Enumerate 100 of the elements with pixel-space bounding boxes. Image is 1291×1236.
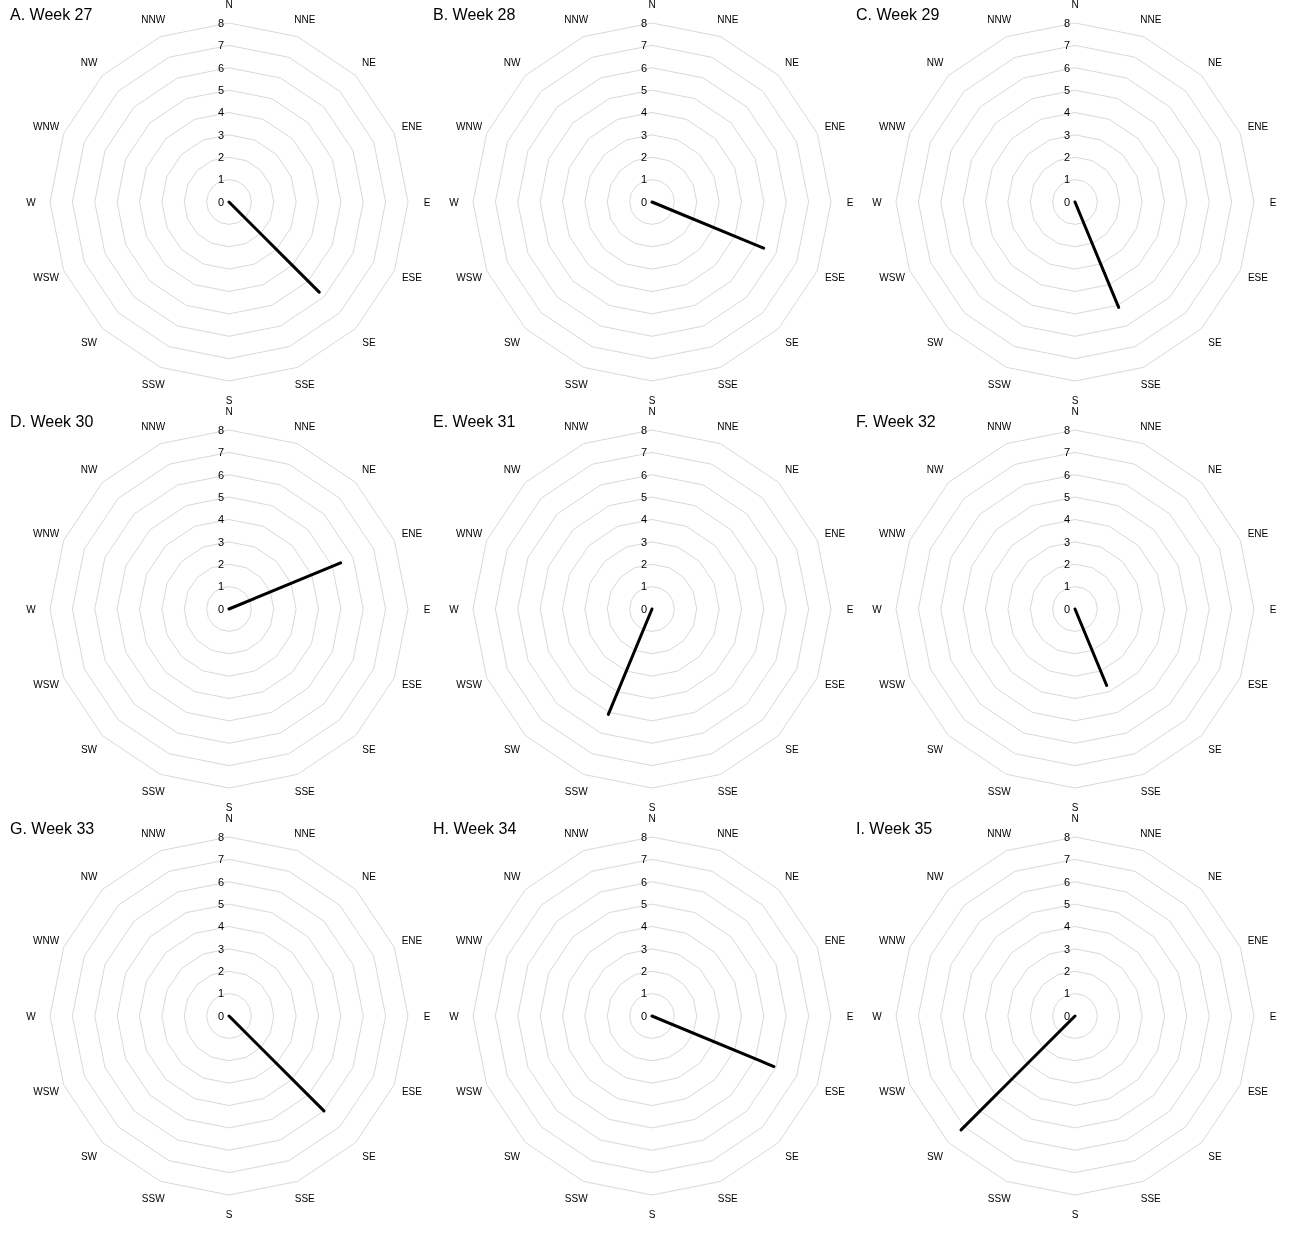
spoke-label: ENE	[824, 934, 846, 946]
y-tick-label: 3	[1063, 942, 1070, 955]
spoke-label: E	[1269, 603, 1277, 615]
spoke-label: E	[423, 196, 431, 208]
spoke-label: S	[225, 1208, 233, 1220]
y-tick-label: 2	[217, 558, 224, 571]
y-tick-label: 6	[217, 468, 224, 481]
spoke-label: SSE	[717, 1193, 739, 1205]
chart-title: F. Week 32	[856, 413, 936, 430]
spoke-label: SW	[503, 336, 521, 348]
spoke-label: SE	[785, 336, 800, 348]
spoke-label: N	[648, 0, 656, 10]
spoke-label: W	[449, 603, 460, 615]
y-tick-label: 1	[640, 173, 647, 186]
spoke-label: SW	[503, 743, 521, 755]
spoke-label: NW	[926, 463, 944, 475]
y-tick-label: 1	[1063, 580, 1070, 593]
spoke-label: S	[1071, 801, 1079, 813]
spoke-label: WNW	[33, 527, 60, 539]
spoke-label: WSW	[33, 679, 60, 691]
spoke-label: SSW	[564, 786, 589, 798]
spoke-label: WNW	[33, 120, 60, 132]
y-tick-label: 2	[217, 151, 224, 164]
spoke-label: SSE	[1140, 786, 1162, 798]
y-tick-label: 0	[1063, 1009, 1070, 1022]
y-tick-label: 4	[640, 106, 647, 119]
spoke-label: NW	[80, 463, 98, 475]
spoke-label: NNE	[294, 827, 316, 839]
spoke-label: E	[1269, 1010, 1277, 1022]
y-tick-label: 7	[217, 39, 224, 52]
spoke-label: NE	[362, 463, 377, 475]
y-tick-label: 8	[640, 16, 647, 29]
y-tick-label: 4	[1063, 920, 1070, 933]
spoke-label: WNW	[456, 120, 483, 132]
spoke-label: NW	[503, 56, 521, 68]
spoke-label: E	[846, 1010, 854, 1022]
y-tick-label: 2	[640, 965, 647, 978]
spoke-label: SE	[1208, 336, 1223, 348]
spoke-label: SW	[926, 743, 944, 755]
spoke-label: NE	[362, 56, 377, 68]
y-tick-label: 3	[640, 128, 647, 141]
spoke-label: ENE	[1247, 527, 1269, 539]
spoke-label: NE	[362, 870, 377, 882]
chart-title: B. Week 28	[433, 6, 516, 23]
y-tick-label: 5	[1063, 490, 1070, 503]
spoke-label: N	[648, 405, 656, 417]
spoke-label: W	[26, 1010, 37, 1022]
spoke-label: ESE	[824, 272, 846, 284]
spoke-label: SW	[503, 1150, 521, 1162]
chart-title: G. Week 33	[10, 820, 95, 837]
y-tick-label: 0	[640, 602, 647, 615]
spoke-label: SE	[362, 743, 377, 755]
y-tick-label: 6	[217, 61, 224, 74]
y-tick-label: 5	[1063, 897, 1070, 910]
spoke-label: SE	[362, 1150, 377, 1162]
spoke-label: E	[423, 1010, 431, 1022]
y-tick-label: 2	[1063, 151, 1070, 164]
spoke-label: WNW	[879, 120, 906, 132]
y-tick-label: 5	[640, 83, 647, 96]
chart-title: E. Week 31	[433, 413, 516, 430]
spoke-label: ESE	[1247, 1086, 1269, 1098]
y-tick-label: 0	[1063, 602, 1070, 615]
y-tick-label: 0	[217, 195, 224, 208]
spoke-label: SSE	[717, 379, 739, 391]
y-tick-label: 0	[217, 602, 224, 615]
spoke-label: ENE	[401, 527, 423, 539]
spoke-label: SW	[80, 336, 98, 348]
y-tick-label: 8	[640, 423, 647, 436]
spoke-label: ENE	[401, 934, 423, 946]
spoke-label: WNW	[456, 527, 483, 539]
y-tick-label: 7	[217, 853, 224, 866]
spoke-label: ESE	[401, 1086, 423, 1098]
spoke-label: SW	[80, 743, 98, 755]
spoke-label: S	[648, 394, 656, 406]
spoke-label: NNE	[717, 420, 739, 432]
spoke-label: N	[1071, 812, 1079, 824]
y-tick-label: 1	[640, 987, 647, 1000]
y-tick-label: 2	[1063, 965, 1070, 978]
spoke-label: NNE	[1140, 827, 1162, 839]
spoke-label: NNW	[141, 420, 166, 432]
y-tick-label: 3	[1063, 535, 1070, 548]
y-tick-label: 7	[1063, 39, 1070, 52]
spoke-label: W	[26, 196, 37, 208]
spoke-label: E	[846, 603, 854, 615]
spoke-label: NE	[1208, 463, 1223, 475]
chart-title: I. Week 35	[856, 820, 933, 837]
chart-title: H. Week 34	[433, 820, 517, 837]
spoke-label: ENE	[824, 527, 846, 539]
spoke-label: WNW	[33, 934, 60, 946]
y-tick-label: 3	[217, 942, 224, 955]
spoke-label: NE	[785, 463, 800, 475]
y-tick-label: 7	[217, 446, 224, 459]
y-tick-label: 5	[217, 490, 224, 503]
spoke-label: N	[225, 0, 233, 10]
spoke-label: NNW	[987, 420, 1012, 432]
y-tick-label: 6	[217, 875, 224, 888]
spoke-label: WSW	[456, 1086, 483, 1098]
y-tick-label: 6	[1063, 61, 1070, 74]
spoke-label: SW	[926, 336, 944, 348]
y-tick-label: 3	[640, 942, 647, 955]
